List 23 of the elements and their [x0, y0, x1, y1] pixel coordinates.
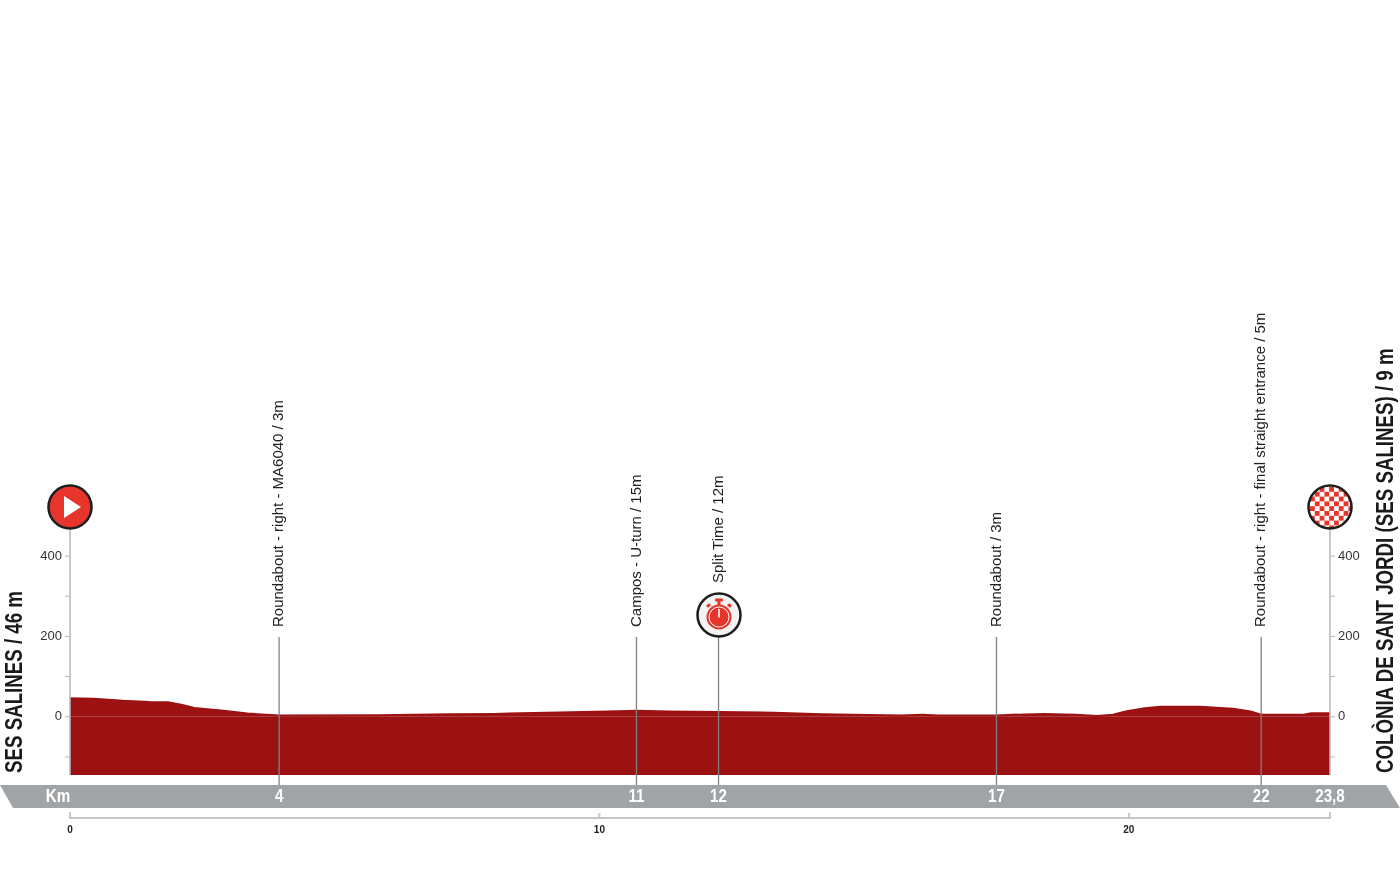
x-tick-label: 12 — [710, 784, 727, 807]
y-tick-label: 400 — [40, 547, 62, 563]
y2-tick-label: 200 — [1338, 628, 1360, 644]
y-axis-title: SES SALINES / 46 m — [0, 590, 28, 773]
y-tick-label: 0 — [54, 708, 62, 724]
x-tick-label: 23,8 — [1315, 784, 1346, 807]
y2-tick-label: 400 — [1338, 547, 1360, 563]
ref-line-label: Roundabout - right - final straight entrance / 5m — [1251, 312, 1269, 627]
x-tick-label: 11 — [628, 784, 645, 807]
x-tick-label: 4 — [274, 784, 284, 807]
y2-tick-label: 0 — [1338, 708, 1346, 724]
x-axis-title: Km — [45, 784, 71, 807]
x-tick-label: 17 — [988, 784, 1005, 807]
ref-line-label: Split Time / 12m — [708, 475, 726, 583]
ref-line-label: Roundabout / 3m — [986, 511, 1004, 627]
y-tick-label: 200 — [40, 628, 62, 644]
x2-tick-label: 20 — [1123, 823, 1135, 835]
x2-tick-label: 0 — [67, 823, 74, 835]
ref-line-label: Roundabout - right - MA6040 / 3m — [269, 400, 287, 627]
y2-axis-title: COLÒNIA DE SANT JORDI (SES SALINES) / 9 m — [1370, 348, 1399, 773]
ref-line-label: Campos - U-turn / 15m — [626, 474, 644, 627]
x2-tick-label: 10 — [593, 823, 606, 835]
x-tick-label: 22 — [1252, 784, 1270, 807]
